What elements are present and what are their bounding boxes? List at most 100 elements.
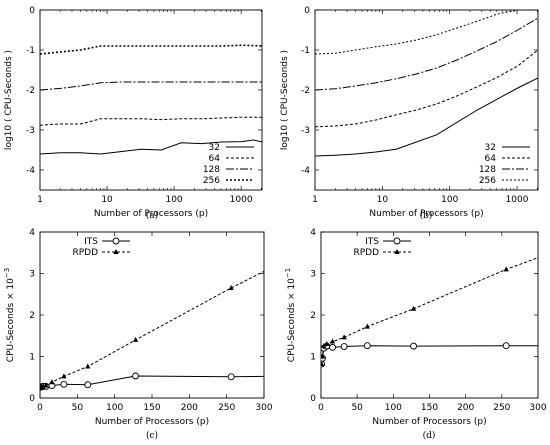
legend-label: RPDD	[72, 248, 98, 258]
series-line-64	[315, 49, 538, 128]
y-tick-label: 2	[29, 311, 35, 321]
legend-label: 256	[479, 176, 496, 186]
y-tick-label: 4	[29, 228, 35, 238]
y-tick-label: 4	[310, 228, 316, 238]
x-tick-label: 0	[37, 403, 43, 413]
y-tick-label: 3	[310, 270, 316, 280]
its-point	[410, 342, 418, 350]
x-tick-label: 250	[493, 403, 510, 413]
rpdd-point	[321, 343, 327, 349]
x-tick-label: 300	[255, 403, 272, 413]
its-point	[227, 373, 235, 381]
legend-marker	[113, 249, 119, 254]
its-point	[502, 342, 510, 350]
x-tick-label: 250	[218, 403, 235, 413]
y-tick-label: -3	[26, 126, 35, 136]
panel-caption: (d)	[423, 430, 436, 441]
rpdd-point	[49, 379, 55, 385]
x-axis-label: Number of Processors (p)	[94, 209, 208, 219]
series-line-32	[40, 139, 262, 155]
plot-area	[315, 10, 538, 157]
legend-label: ITS	[365, 237, 379, 247]
y-axis-label: CPU-Seconds × 10−1	[284, 268, 297, 362]
rpdd-point	[503, 266, 509, 272]
y-tick-label: 2	[310, 311, 316, 321]
x-tick-label: 100	[165, 195, 182, 205]
series-line-64	[40, 116, 262, 126]
legend-label: 32	[209, 143, 220, 153]
x-tick-label: 150	[143, 403, 160, 413]
plot-frame	[39, 9, 263, 191]
rpdd-point	[85, 363, 91, 369]
plot-area	[321, 257, 538, 368]
x-tick-label: 10	[377, 195, 389, 205]
panel-caption: (a)	[146, 210, 158, 221]
legend-label: ITS	[84, 237, 98, 247]
its-point	[340, 343, 348, 350]
x-tick-label: 200	[181, 403, 198, 413]
chart-a: 0 -1 -2 -3 -4 1 10 100 1000 Number of Processors …	[4, 6, 263, 221]
x-tick-label: 0	[318, 403, 324, 413]
y-axis-label: CPU-Seconds × 10−3	[3, 268, 16, 362]
y-tick-label: 0	[310, 394, 316, 404]
legend-label: RPDD	[353, 248, 379, 258]
series-line-rpdd	[321, 257, 538, 365]
y-tick-label: 0	[29, 394, 35, 404]
x-axis-label: Number of Processors (p)	[369, 209, 483, 219]
rpdd-point	[321, 360, 325, 366]
y-axis-label: log10 ( CPU-Seconds )	[280, 50, 290, 150]
series-line-256	[315, 10, 538, 55]
series-line-32	[315, 77, 538, 157]
panel-caption: (b)	[420, 210, 433, 221]
panel-caption: (c)	[146, 430, 158, 441]
x-tick-label: 1	[312, 195, 318, 205]
x-tick-label: 1000	[506, 195, 529, 205]
legend-label: 64	[209, 154, 221, 164]
legend-label: 64	[485, 154, 497, 164]
x-tick-label: 10	[101, 195, 113, 205]
legend-marker	[394, 249, 400, 254]
y-tick-label: -3	[301, 126, 310, 136]
rpdd-point	[321, 353, 326, 359]
series-line-128	[40, 81, 262, 91]
x-tick-label: 100	[441, 195, 458, 205]
legend-label: 128	[479, 165, 496, 175]
y-tick-label: -1	[301, 46, 310, 56]
legend-label: 256	[203, 176, 220, 186]
rpdd-point	[61, 373, 67, 379]
plot-frame	[314, 9, 539, 191]
y-tick-label: 1	[29, 353, 35, 363]
x-tick-label: 1000	[230, 195, 253, 205]
x-tick-label: 100	[385, 403, 402, 413]
rpdd-point	[329, 338, 336, 344]
rpdd-point	[341, 334, 347, 340]
x-tick-label: 150	[421, 403, 438, 413]
legend-label: 32	[485, 143, 496, 153]
y-tick-label: -2	[26, 86, 35, 96]
plot-area	[40, 44, 262, 155]
chart-d: 0 1 2 3 4 0 50 100 150 200 250 300 Number of Process…	[284, 228, 547, 441]
x-tick-label: 1	[37, 195, 43, 205]
rpdd-point	[132, 336, 139, 342]
legend-marker	[393, 237, 401, 245]
x-tick-label: 50	[351, 403, 363, 413]
y-tick-label: -1	[26, 46, 35, 56]
rpdd-point	[43, 382, 49, 388]
x-tick-label: 50	[72, 403, 84, 413]
rpdd-point	[364, 323, 370, 329]
rpdd-point	[324, 341, 330, 347]
y-tick-label: 3	[29, 270, 35, 280]
series-line-128	[315, 17, 538, 91]
x-axis-label: Number of Processors (p)	[372, 417, 486, 427]
y-tick-label: 0	[29, 6, 35, 16]
its-point	[84, 381, 92, 389]
y-tick-label: -2	[301, 86, 310, 96]
its-point	[363, 342, 371, 350]
x-tick-label: 200	[457, 403, 474, 413]
its-point	[132, 372, 140, 380]
